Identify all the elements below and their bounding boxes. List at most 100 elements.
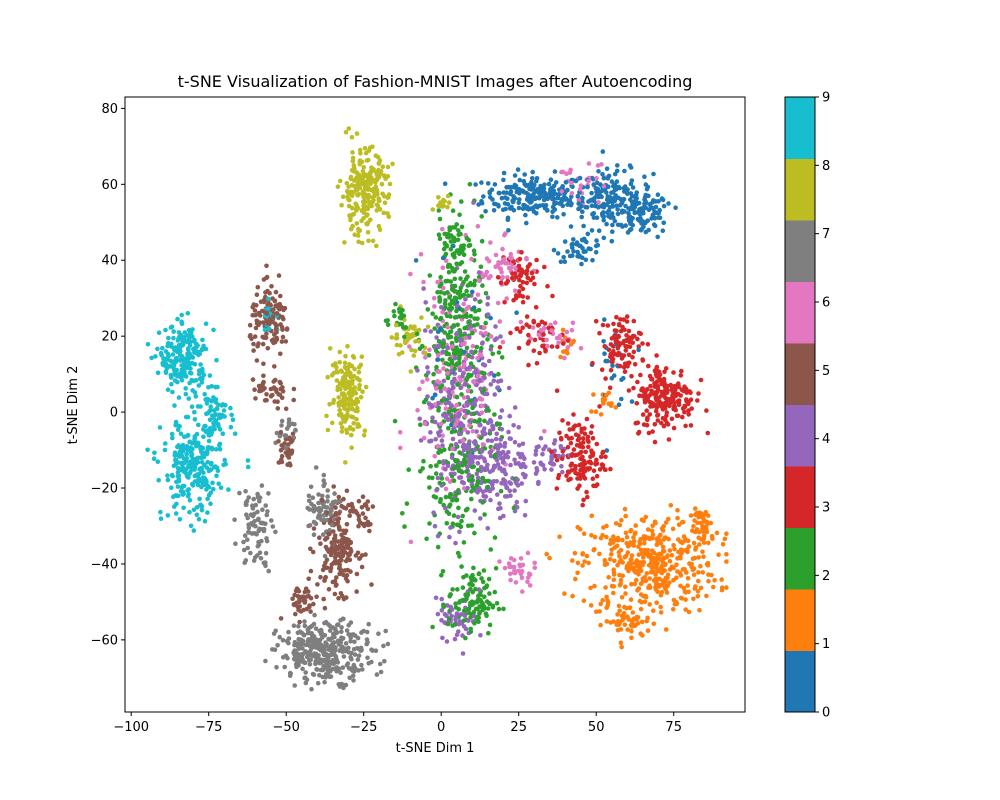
scatter-point-class-4: [485, 420, 491, 426]
scatter-point-class-7: [309, 501, 314, 507]
scatter-point-class-2: [431, 494, 437, 499]
scatter-point-class-6: [483, 272, 488, 278]
scatter-point-class-2: [453, 601, 458, 606]
scatter-point-class-1: [643, 593, 648, 599]
scatter-point-class-9: [177, 517, 183, 522]
scatter-point-class-8: [372, 193, 377, 199]
scatter-point-class-7: [326, 665, 332, 671]
scatter-point-class-1: [675, 515, 680, 521]
scatter-point-class-1: [663, 627, 669, 632]
scatter-point-class-5: [332, 554, 338, 560]
scatter-point-class-8: [380, 164, 386, 170]
scatter-point-class-2: [457, 212, 462, 218]
scatter-point-class-1: [667, 567, 673, 572]
scatter-point-class-4: [425, 365, 430, 370]
scatter-point-class-9: [187, 370, 193, 376]
scatter-point-class-5: [264, 392, 269, 397]
scatter-point-class-3: [624, 338, 629, 343]
scatter-point-class-5: [256, 311, 262, 317]
scatter-point-class-7: [246, 530, 252, 535]
scatter-point-class-4: [435, 533, 441, 539]
scatter-point-class-4: [516, 443, 522, 448]
scatter-point-class-7: [325, 494, 331, 499]
scatter-point-class-7: [248, 512, 254, 517]
scatter-point-class-0: [655, 215, 661, 220]
scatter-point-class-0: [643, 200, 649, 206]
scatter-point-class-2: [466, 320, 471, 325]
scatter-point-class-6: [461, 395, 467, 400]
scatter-point-class-2: [452, 289, 458, 294]
scatter-point-class-0: [617, 202, 623, 208]
scatter-point-class-2: [492, 589, 498, 595]
scatter-point-class-7: [315, 659, 320, 665]
scatter-point-class-1: [589, 513, 595, 519]
scatter-point-class-8: [355, 405, 360, 411]
scatter-point-class-2: [483, 611, 489, 616]
scatter-point-class-9: [173, 359, 178, 365]
scatter-point-class-8: [400, 350, 405, 355]
scatter-point-class-5: [253, 325, 259, 331]
scatter-point-class-6: [466, 304, 472, 310]
scatter-point-class-8: [359, 354, 365, 360]
scatter-point-class-3: [652, 439, 658, 445]
scatter-point-class-7: [252, 555, 258, 560]
scatter-point-class-1: [669, 553, 675, 558]
scatter-point-class-0: [616, 195, 621, 201]
scatter-point-class-9: [204, 479, 209, 485]
scatter-point-class-5: [302, 589, 308, 595]
scatter-point-class-6: [586, 178, 591, 184]
scatter-point-class-2: [454, 394, 460, 400]
scatter-point-class-7: [263, 503, 269, 508]
scatter-point-class-3: [679, 368, 684, 374]
scatter-point-class-3: [682, 404, 688, 410]
scatter-point-class-3: [549, 449, 554, 455]
scatter-point-class-3: [517, 277, 522, 283]
scatter-point-class-0: [626, 214, 632, 219]
scatter-point-class-2: [442, 231, 448, 237]
scatter-point-class-1: [615, 627, 621, 633]
scatter-point-class-1: [588, 585, 593, 591]
scatter-point-class-9: [176, 395, 182, 400]
scatter-point-class-4: [451, 380, 456, 385]
scatter-point-class-3: [586, 467, 591, 472]
scatter-point-class-9: [158, 509, 163, 515]
scatter-point-class-7: [306, 493, 312, 499]
scatter-point-class-1: [597, 609, 602, 614]
scatter-point-class-2: [448, 279, 454, 284]
scatter-point-class-1: [650, 523, 655, 528]
scatter-point-class-5: [344, 536, 350, 542]
scatter-point-class-1: [617, 559, 623, 565]
scatter-point-class-4: [478, 516, 483, 521]
scatter-point-class-4: [493, 324, 498, 329]
scatter-point-class-4: [456, 621, 462, 627]
scatter-point-class-1: [700, 570, 706, 575]
scatter-point-class-8: [365, 174, 371, 180]
scatter-point-class-1: [621, 615, 627, 621]
scatter-point-class-6: [423, 355, 428, 360]
scatter-point-class-9: [177, 349, 183, 355]
scatter-point-class-1: [580, 563, 585, 568]
scatter-point-class-4: [502, 440, 508, 446]
scatter-point-class-1: [694, 527, 700, 532]
scatter-point-class-8: [337, 407, 343, 413]
scatter-point-class-8: [350, 150, 355, 155]
scatter-point-class-9: [173, 461, 179, 467]
scatter-point-class-9: [169, 381, 174, 387]
scatter-point-class-7: [348, 639, 353, 644]
scatter-point-class-0: [583, 249, 588, 254]
scatter-point-class-4: [504, 485, 509, 491]
scatter-point-class-2: [482, 418, 487, 424]
scatter-point-class-2: [447, 502, 453, 508]
scatter-point-class-3: [652, 422, 658, 427]
scatter-point-class-1: [614, 543, 620, 549]
scatter-point-class-1: [659, 563, 665, 569]
scatter-point-class-8: [327, 346, 333, 351]
scatter-point-class-5: [354, 571, 360, 577]
scatter-point-class-6: [518, 571, 524, 577]
scatter-point-class-3: [626, 328, 632, 334]
scatter-point-class-1: [691, 524, 696, 529]
scatter-point-class-0: [570, 245, 575, 251]
scatter-point-class-5: [315, 582, 320, 587]
scatter-point-class-3: [659, 420, 664, 426]
scatter-point-class-4: [465, 485, 470, 491]
